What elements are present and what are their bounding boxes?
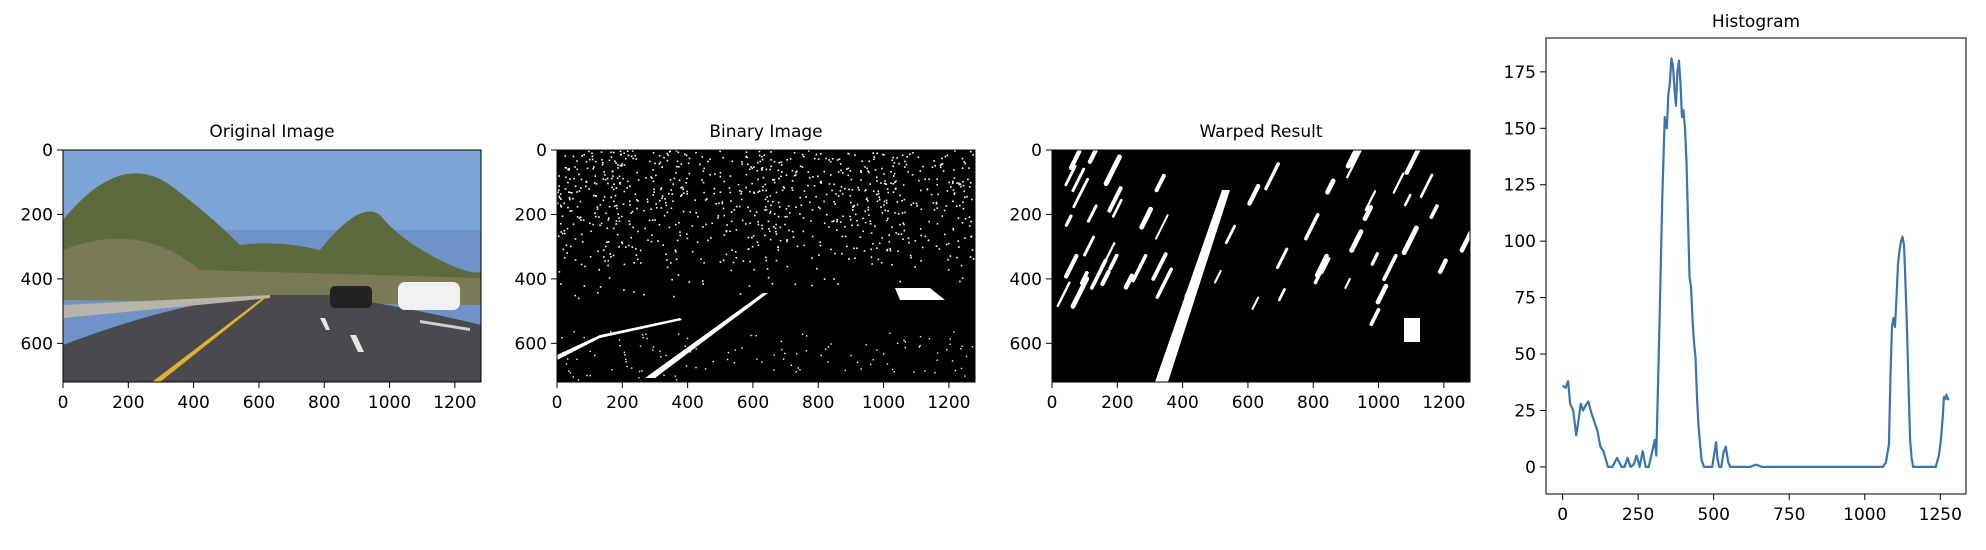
original-image-frame [62,149,482,383]
y-tick-label: 200 [21,205,53,225]
x-tick-label: 200 [112,393,144,413]
x-tick-label: 1200 [1422,393,1465,413]
panel-title-warped: Warped Result [1199,122,1322,142]
panel-title-binary: Binary Image [709,122,822,142]
x-tick-label: 1200 [927,393,970,413]
hist-y-tick-label: 50 [1514,345,1536,365]
histogram-title: Histogram [1712,12,1800,32]
binary-image [557,150,975,382]
histogram-frame [1545,37,1967,495]
hist-x-tick-label: 0 [1557,505,1568,525]
hist-y-tick-label: 175 [1504,63,1536,83]
hist-x-tick-label: 250 [1622,505,1654,525]
image-axes-ticks: 0 200 400 600 800 1000 1200 0 200 400 600 0 200 400 60… [21,141,1466,413]
y-tick-label: 600 [515,334,547,354]
hist-y-tick-label: 0 [1525,458,1536,478]
hist-y-tick-label: 100 [1504,232,1536,252]
original-image [63,150,481,382]
x-tick-label: 0 [58,393,69,413]
y-tick-label: 0 [42,141,53,161]
y-tick-label: 200 [1010,205,1042,225]
x-tick-label: 0 [1047,393,1058,413]
x-tick-label: 800 [802,393,834,413]
x-tick-label: 800 [1297,393,1329,413]
histogram-series-line [1561,57,1950,469]
x-tick-label: 800 [308,393,340,413]
x-tick-label: 600 [737,393,769,413]
hist-y-tick-label: 75 [1514,289,1536,309]
y-tick-label: 600 [21,334,53,354]
x-tick-label: 200 [1101,393,1133,413]
panel-title-original: Original Image [209,122,334,142]
histogram-axes-ticks: 0 250 500 750 1000 1250 0 25 50 75 100 125 150 175 [1504,63,1962,525]
x-tick-label: 600 [243,393,275,413]
x-tick-label: 1200 [433,393,476,413]
x-tick-label: 1000 [368,393,411,413]
warped-image [1052,150,1470,382]
hist-y-tick-label: 25 [1514,401,1536,421]
x-tick-label: 0 [552,393,563,413]
x-tick-label: 400 [177,393,209,413]
hist-x-tick-label: 750 [1773,505,1805,525]
y-tick-label: 200 [515,205,547,225]
x-tick-label: 1000 [1357,393,1400,413]
hist-y-tick-label: 150 [1504,119,1536,139]
hist-y-tick-label: 125 [1504,176,1536,196]
y-tick-label: 400 [1010,270,1042,290]
hist-x-tick-label: 1000 [1843,505,1886,525]
x-tick-label: 1000 [862,393,905,413]
y-tick-label: 400 [21,270,53,290]
y-tick-label: 600 [1010,334,1042,354]
y-tick-label: 400 [515,270,547,290]
warped-image-frame [1051,149,1471,383]
x-tick-label: 600 [1232,393,1264,413]
x-tick-label: 400 [1166,393,1198,413]
x-tick-label: 400 [671,393,703,413]
hist-x-tick-label: 500 [1697,505,1729,525]
y-tick-label: 0 [536,141,547,161]
binary-image-frame [556,149,976,383]
x-tick-label: 200 [606,393,638,413]
hist-x-tick-label: 1250 [1919,505,1962,525]
y-tick-label: 0 [1031,141,1042,161]
